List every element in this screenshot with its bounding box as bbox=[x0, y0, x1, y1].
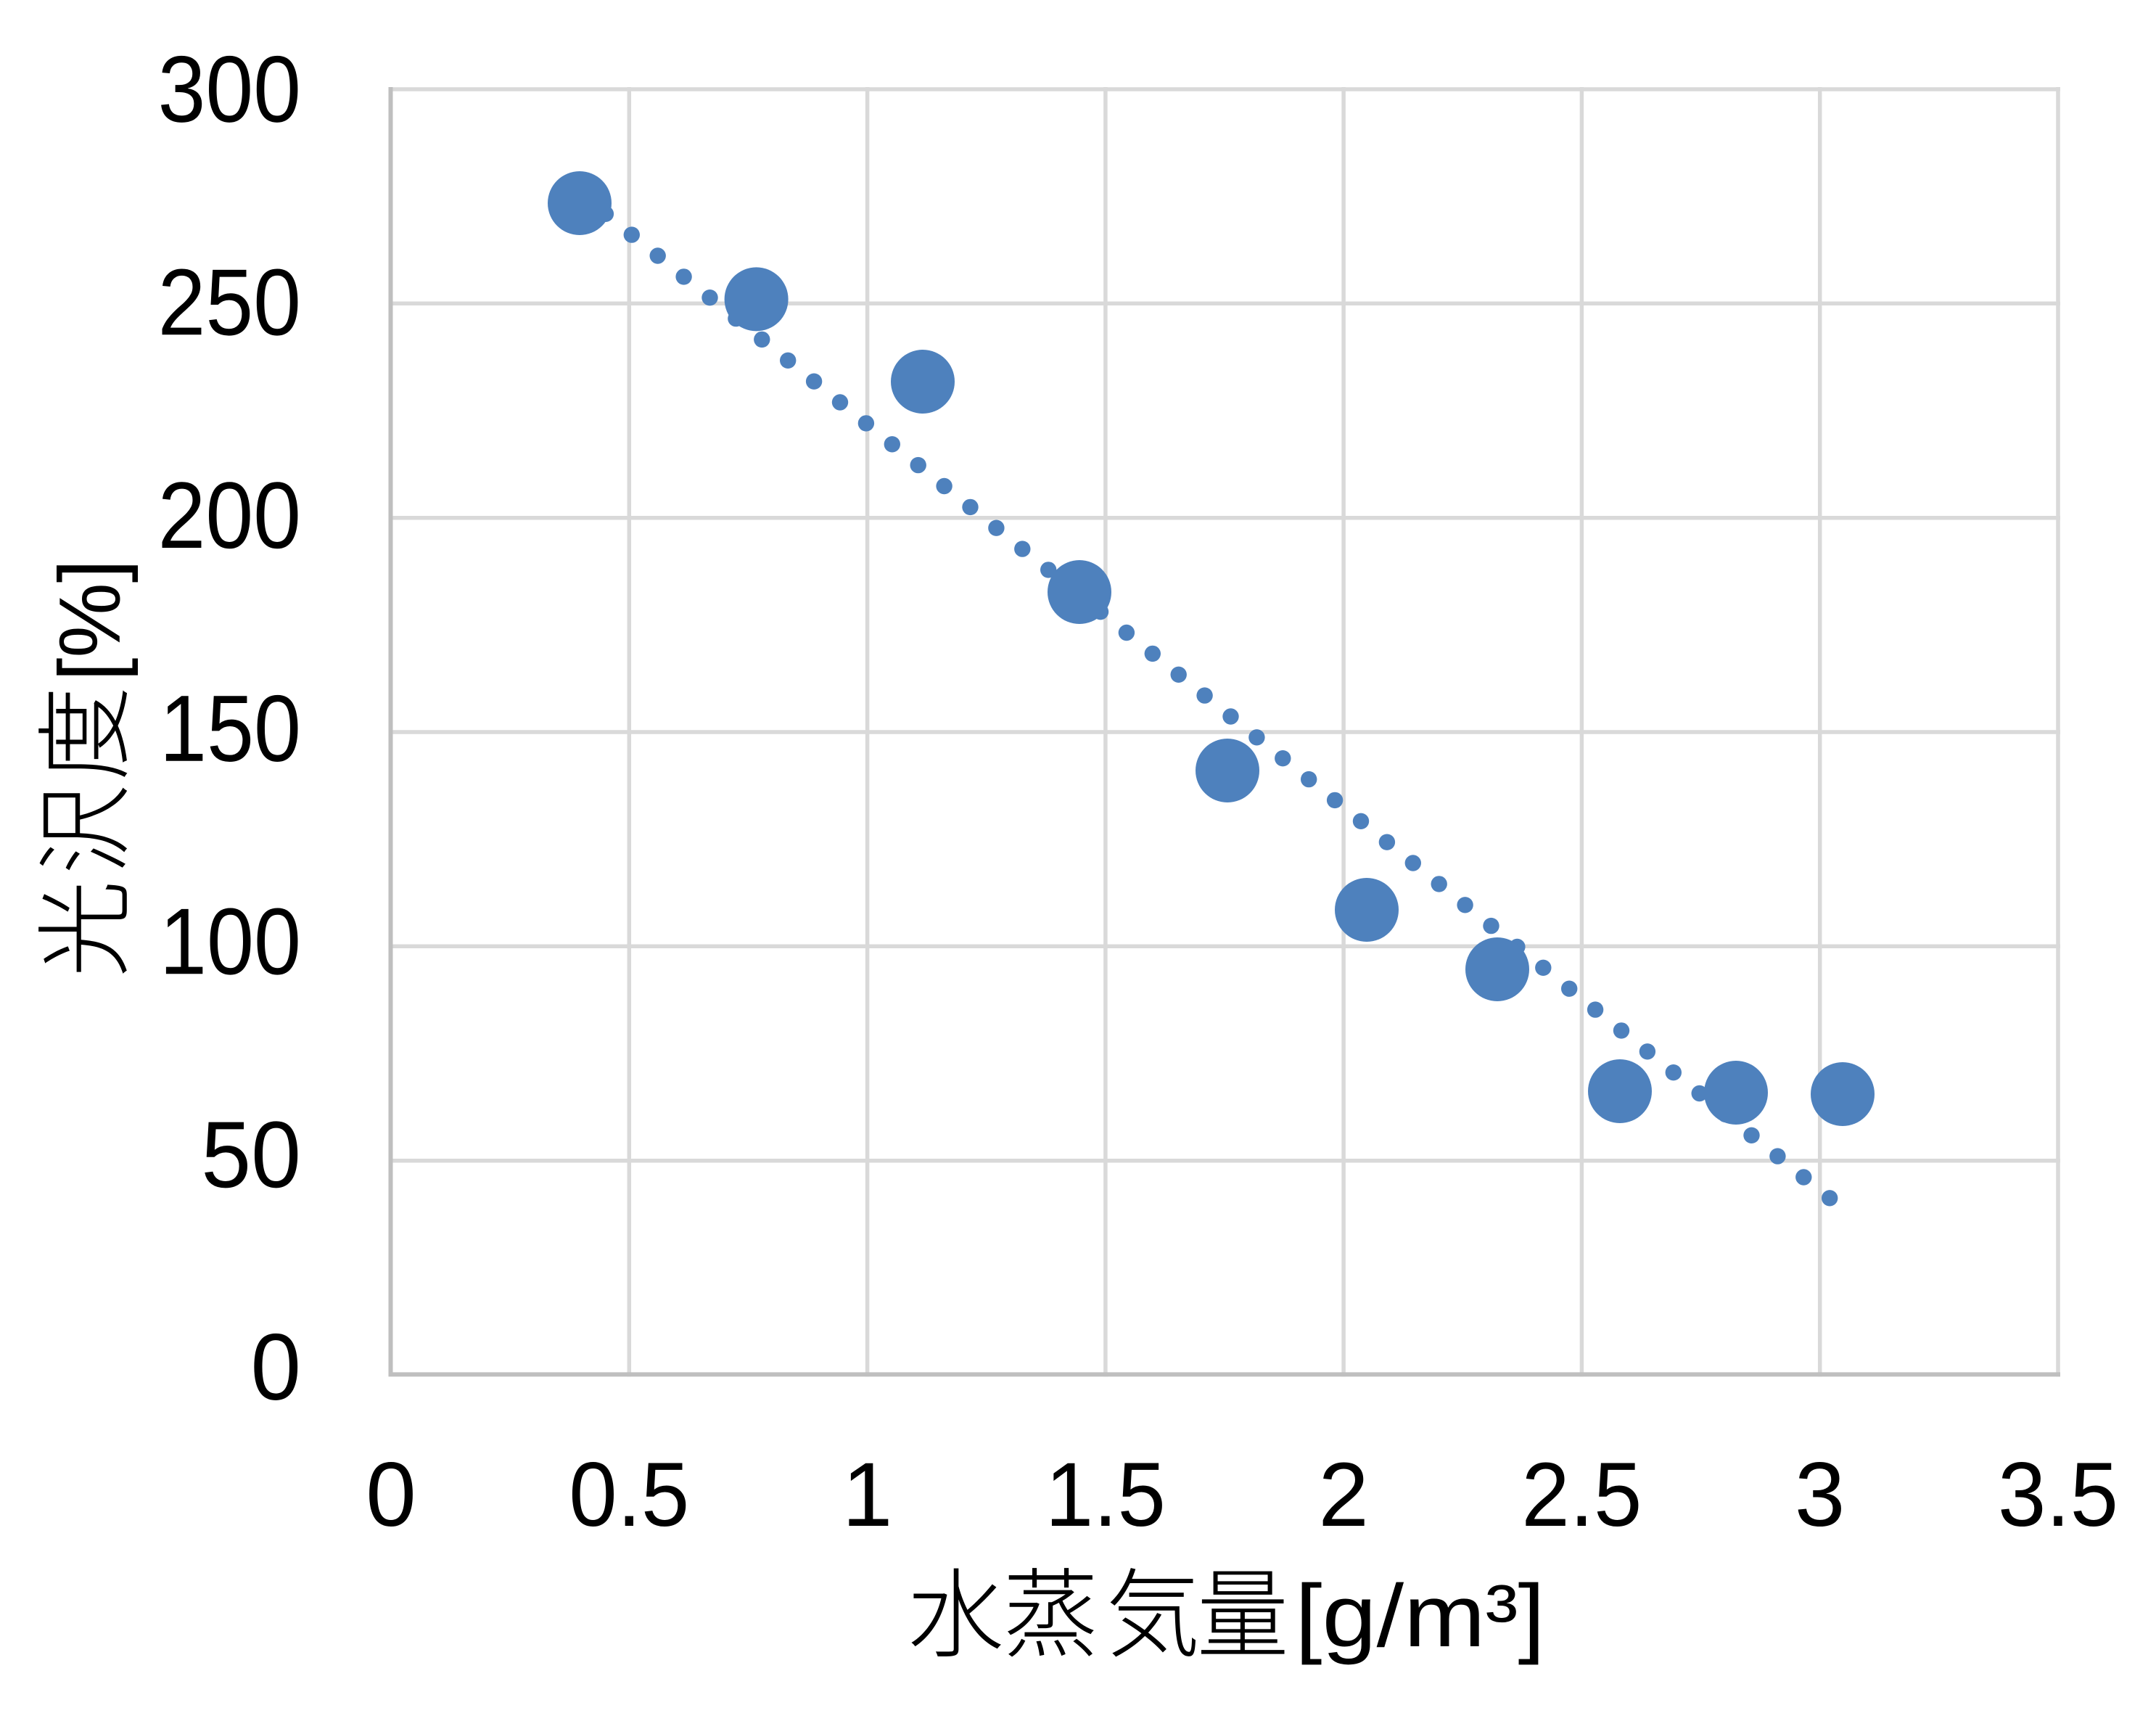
svg-text:50: 50 bbox=[201, 1101, 301, 1207]
svg-text:[g/m³]: [g/m³] bbox=[1295, 1566, 1545, 1665]
svg-text:100: 100 bbox=[160, 888, 301, 994]
svg-text:0: 0 bbox=[251, 1314, 302, 1420]
svg-text:3: 3 bbox=[1795, 1445, 1846, 1545]
svg-text:200: 200 bbox=[158, 462, 301, 568]
svg-text:2.5: 2.5 bbox=[1521, 1445, 1642, 1545]
svg-text:0: 0 bbox=[366, 1445, 416, 1545]
svg-text:1.5: 1.5 bbox=[1045, 1445, 1166, 1545]
svg-text:300: 300 bbox=[158, 36, 301, 142]
svg-text:3.5: 3.5 bbox=[1998, 1445, 2118, 1545]
svg-text:1: 1 bbox=[842, 1445, 893, 1545]
svg-text:0.5: 0.5 bbox=[569, 1445, 689, 1545]
svg-text:250: 250 bbox=[158, 249, 301, 355]
svg-text:2: 2 bbox=[1318, 1445, 1369, 1545]
svg-text:150: 150 bbox=[160, 675, 301, 781]
svg-text:[%]: [%] bbox=[41, 559, 139, 681]
